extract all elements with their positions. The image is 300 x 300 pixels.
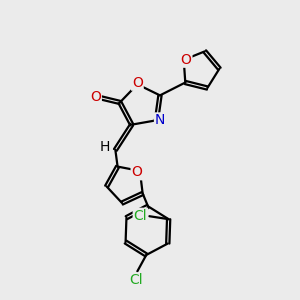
Text: H: H — [100, 140, 110, 154]
Text: O: O — [132, 76, 143, 90]
Text: Cl: Cl — [134, 208, 147, 223]
Text: N: N — [155, 113, 165, 127]
Text: O: O — [181, 53, 191, 67]
Text: O: O — [90, 90, 101, 104]
Text: O: O — [131, 165, 142, 179]
Text: Cl: Cl — [129, 273, 143, 287]
